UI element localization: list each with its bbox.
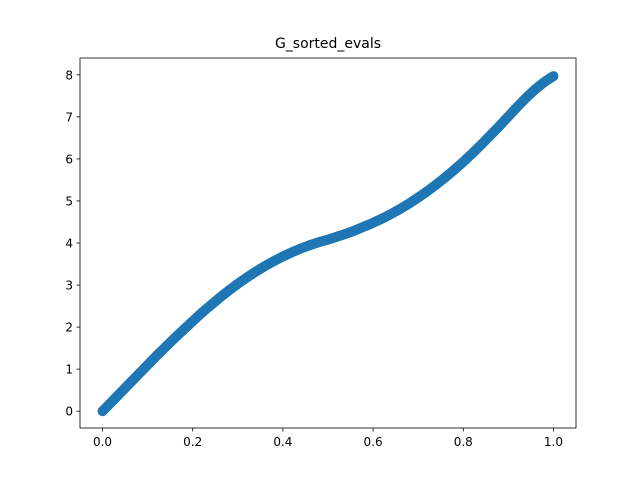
y-tick-label: 6: [65, 152, 73, 166]
x-axis: 0.0 0.2 0.4 0.6 0.8 1.0: [93, 428, 563, 449]
y-tick-label: 8: [65, 68, 73, 82]
plot-area: [79, 57, 577, 429]
x-tick-label: 0.8: [454, 435, 473, 449]
x-tick-label: 0.6: [364, 435, 383, 449]
y-tick-label: 2: [65, 321, 73, 335]
series-markers: [97, 71, 559, 417]
y-tick-label: 1: [65, 363, 73, 377]
x-tick-label: 0.0: [93, 435, 112, 449]
y-tick-label: 3: [65, 279, 73, 293]
y-axis: 0 1 2 3 4 5 6 7 8: [65, 68, 80, 419]
chart-title: G_sorted_evals: [275, 36, 381, 52]
y-tick-label: 4: [65, 237, 73, 251]
x-tick-label: 0.4: [273, 435, 292, 449]
y-tick-label: 0: [65, 405, 73, 419]
y-tick-label: 7: [65, 110, 73, 124]
x-tick-label: 1.0: [544, 435, 563, 449]
y-tick-label: 5: [65, 194, 73, 208]
x-tick-label: 0.2: [183, 435, 202, 449]
scatter-point: [548, 71, 559, 82]
